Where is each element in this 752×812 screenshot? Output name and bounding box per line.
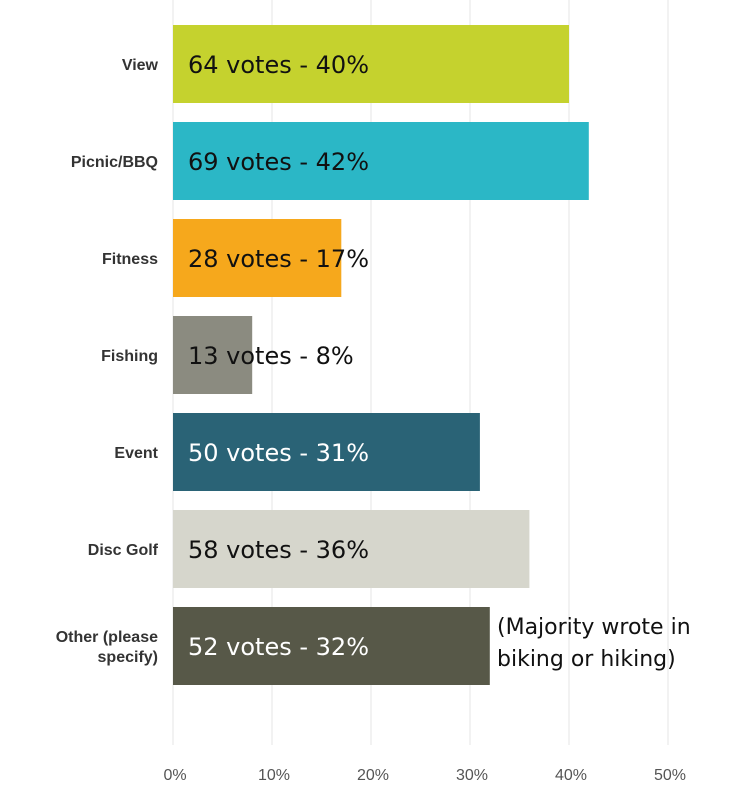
- category-labels: View Picnic/BBQ Fitness Fishing Event Disc Go…: [56, 57, 159, 666]
- category-label: Picnic/BBQ: [71, 154, 158, 171]
- data-labels: 64 votes - 40% 69 votes - 42% 28 votes - 1…: [188, 51, 369, 661]
- data-label: 50 votes - 31%: [188, 439, 369, 467]
- x-tick-label: 10%: [258, 767, 290, 784]
- bar: [173, 607, 490, 685]
- category-label: Other (please specify): [56, 629, 158, 666]
- x-tick-label: 40%: [555, 767, 587, 784]
- x-tick-label: 50%: [654, 767, 686, 784]
- bars: [173, 25, 589, 685]
- category-label: Fitness: [102, 251, 158, 268]
- data-label: 52 votes - 32%: [188, 633, 369, 661]
- x-tick-label: 0%: [163, 767, 186, 784]
- data-label: 64 votes - 40%: [188, 51, 369, 79]
- bar: [173, 219, 342, 297]
- annotation-note: (Majority wrote in biking or hiking): [497, 615, 691, 672]
- bar: [173, 25, 569, 103]
- bar: [173, 122, 589, 200]
- data-label: 69 votes - 42%: [188, 148, 369, 176]
- category-label: Fishing: [101, 348, 158, 365]
- data-label: 13 votes - 8%: [188, 342, 354, 370]
- data-label: 28 votes - 17%: [188, 245, 369, 273]
- bar: [173, 510, 530, 588]
- x-tick-label: 20%: [357, 767, 389, 784]
- x-tick-labels: 0% 10% 20% 30% 40% 50%: [163, 767, 686, 784]
- bar: [173, 413, 480, 491]
- data-label: 58 votes - 36%: [188, 536, 369, 564]
- bar: [173, 316, 253, 394]
- category-label: Disc Golf: [88, 542, 159, 559]
- x-tick-label: 30%: [456, 767, 488, 784]
- category-label: View: [122, 57, 159, 74]
- category-label: Event: [114, 445, 158, 462]
